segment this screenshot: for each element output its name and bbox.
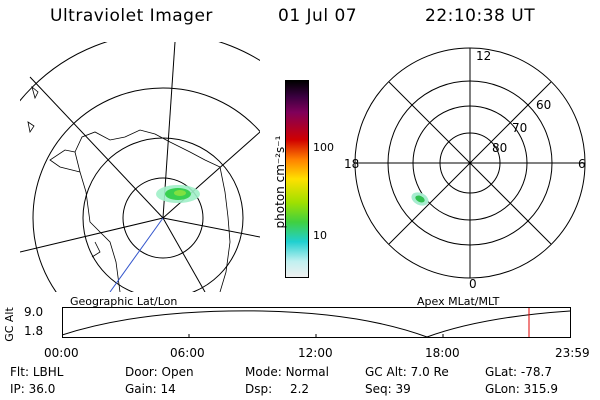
status-gc-alt-key: GC Alt:: [365, 365, 407, 379]
status-flt-value: LBHL: [32, 365, 64, 379]
status-dsp-key: Dsp:: [245, 382, 273, 396]
timeline-x-tick-0000: 00:00: [44, 346, 79, 360]
status-gc-alt-value: 7.0 Re: [410, 365, 449, 379]
mlat-label-60: 60: [536, 98, 551, 112]
timeline-y-tick-9: 9.0: [24, 305, 44, 319]
polar-aurora-core: [415, 195, 425, 203]
status-seq-value: 39: [395, 382, 411, 396]
mlat-label-70: 70: [512, 121, 527, 135]
colorbar: [285, 80, 309, 278]
status-gain-key: Gain:: [125, 382, 157, 396]
timeline-y-tick-1-8: 1.8: [24, 324, 44, 338]
timeline-left-caption: Geographic Lat/Lon: [70, 295, 178, 308]
timeline-x-tick-2359: 23:59: [555, 346, 590, 360]
status-glon: GLon: 315.9: [485, 382, 558, 396]
aurora-peak: [174, 190, 186, 196]
status-gain: Gain: 14: [125, 382, 176, 396]
colorbar-tick-10: 10: [313, 229, 327, 242]
status-seq: Seq: 39: [365, 382, 411, 396]
status-ip: IP: 36.0: [10, 382, 55, 396]
status-glon-key: GLon:: [485, 382, 520, 396]
timeline-x-tick-0600: 06:00: [170, 346, 205, 360]
status-door: Door: Open: [125, 365, 194, 379]
timeline-y-label: GC Alt: [2, 307, 16, 342]
mlat-label-80: 80: [492, 141, 507, 155]
geographic-map-image: [20, 42, 260, 292]
status-glat-key: GLat:: [485, 365, 518, 379]
colorbar-unit-label: photon cm⁻²s⁻¹: [273, 135, 287, 229]
timeline-right-caption: Apex MLat/MLT: [417, 295, 500, 308]
header-date: 01 Jul 07: [278, 6, 358, 26]
status-gc-alt: GC Alt: 7.0 Re: [365, 365, 449, 379]
status-gain-value: 14: [160, 382, 176, 396]
status-glat-value: -78.7: [520, 365, 552, 379]
timeline-x-tick-1800: 18:00: [425, 346, 460, 360]
status-flt-key: Flt:: [10, 365, 29, 379]
app-title: Ultraviolet Imager: [50, 6, 213, 26]
status-mode-value: Normal: [285, 365, 329, 379]
status-door-value: Open: [161, 365, 194, 379]
timeline-x-tick-1200: 12:00: [298, 346, 333, 360]
orbit-altitude-timeline: [62, 307, 571, 338]
status-dsp: Dsp: 2.2: [245, 382, 309, 396]
mlt-label-18: 18: [344, 157, 359, 171]
header-time: 22:10:38 UT: [425, 6, 536, 26]
mlt-label-0: 0: [469, 277, 477, 291]
status-ip-key: IP:: [10, 382, 25, 396]
mlt-label-12: 12: [476, 49, 491, 63]
status-glon-value: 315.9: [523, 382, 558, 396]
polar-plot: 12 18 6 0 60 70 80: [344, 47, 586, 291]
status-mode-key: Mode:: [245, 365, 282, 379]
status-seq-key: Seq:: [365, 382, 392, 396]
mlt-label-6: 6: [578, 157, 586, 171]
colorbar-tick-100: 100: [313, 141, 334, 154]
status-dsp-value: 2.2: [289, 382, 310, 396]
status-glat: GLat: -78.7: [485, 365, 552, 379]
status-mode: Mode: Normal: [245, 365, 329, 379]
status-door-key: Door:: [125, 365, 158, 379]
status-flt: Flt: LBHL: [10, 365, 63, 379]
status-ip-value: 36.0: [28, 382, 56, 396]
